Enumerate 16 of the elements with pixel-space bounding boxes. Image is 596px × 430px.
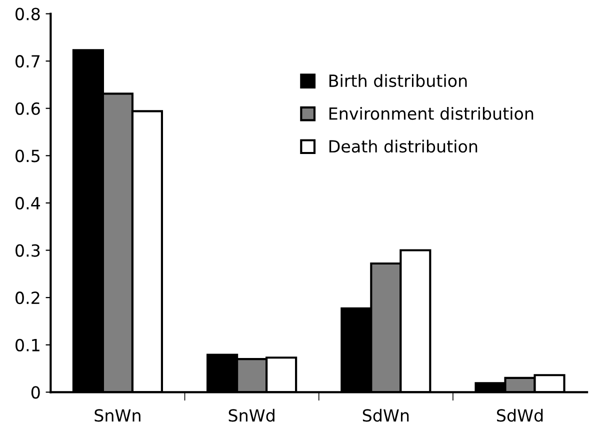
x-tick-label: SdWn bbox=[362, 408, 409, 422]
y-tick-label: 0.6 bbox=[16, 102, 40, 115]
y-tick-label: 0.7 bbox=[16, 55, 40, 68]
x-tick-label: SnWn bbox=[94, 409, 140, 422]
legend-label: Death distribution bbox=[329, 140, 478, 153]
y-tick-label: 0.3 bbox=[16, 244, 40, 257]
y-tick-label: 0.8 bbox=[16, 8, 40, 20]
x-tick-label: SnWd bbox=[228, 408, 274, 422]
legend-label: Birth distribution bbox=[329, 74, 467, 88]
y-tick-label: 0.2 bbox=[16, 292, 40, 304]
y-tick-label: 0.1 bbox=[16, 338, 40, 352]
legend-label: Environment distribution bbox=[329, 106, 534, 120]
y-tick-label: 0.5 bbox=[16, 150, 40, 162]
y-tick-label: 0 bbox=[31, 386, 40, 399]
x-tick-label: SdWd bbox=[497, 408, 543, 422]
y-tick-label: 0.4 bbox=[16, 196, 40, 210]
